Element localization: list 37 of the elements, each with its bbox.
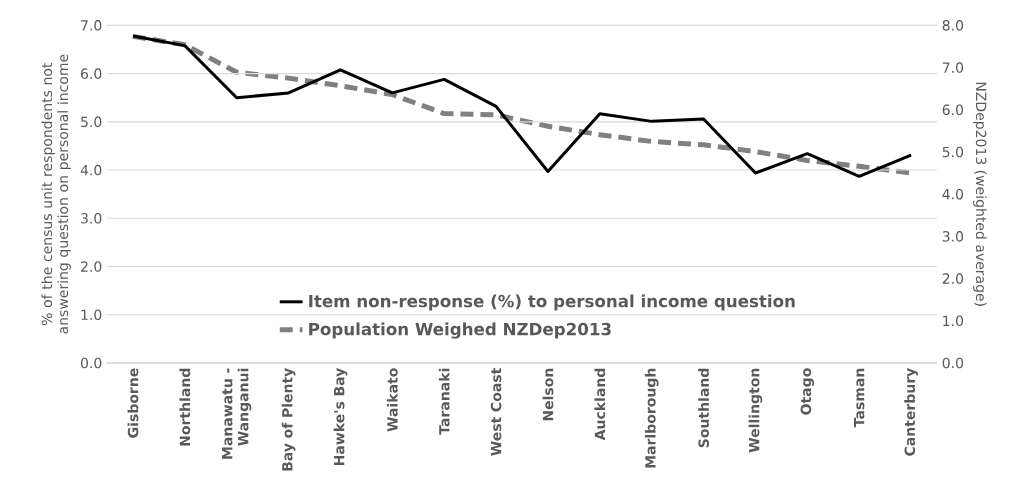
y-tick-label: 2.0 [81, 261, 102, 272]
y-tick-label: 3.0 [81, 213, 102, 224]
x-tick-label: Nelson [542, 368, 554, 421]
x-tick-label: Southland [698, 368, 709, 448]
y-tick-label: 0.0 [80, 357, 102, 369]
y-tick-label: 5.0 [81, 116, 102, 128]
x-tick-label: Canterbury [904, 367, 918, 456]
x-tick-label: Taranaki [438, 368, 450, 435]
x-tick-label: Bay of Plenty [281, 367, 296, 471]
y2-tick-label: 5.0 [942, 146, 964, 158]
x-tick-label: Manawatu -Wanganui [222, 368, 252, 459]
y-tick-label: 6.0 [81, 68, 102, 79]
legend-label: Item non-response (%) to personal income question [309, 294, 795, 311]
y2-tick-label: 1.0 [943, 315, 964, 327]
legend-label: Population Weighed NZDep2013 [309, 322, 611, 339]
x-tick-label: West Coast [490, 368, 502, 456]
x-tick-label: Northland [179, 368, 191, 446]
y2-tick-label: 2.0 [942, 273, 964, 284]
x-tick-label: Tasman [853, 368, 865, 428]
x-tick-label: Gisborne [127, 368, 139, 438]
y2-tick-label: 0.0 [942, 357, 964, 369]
y-tick-label: 1.0 [81, 309, 102, 321]
y-tick-label: 7.0 [81, 20, 102, 31]
x-tick-label: Marlborough [644, 368, 659, 468]
y-tick-label: 4.0 [80, 164, 102, 176]
x-tick-label: Auckland [594, 368, 606, 441]
x-tick-label: Waikato [386, 368, 398, 432]
y2-tick-label: 8.0 [942, 20, 964, 31]
y2-tick-label: 4.0 [942, 188, 964, 200]
x-tick-label: Hawke's Bay [333, 367, 348, 466]
x-tick-label: Otago [800, 368, 815, 415]
y2-tick-label: 3.0 [942, 231, 964, 242]
y2-tick-label: 6.0 [942, 104, 964, 116]
y2-tick-label: 7.0 [942, 62, 964, 73]
x-tick-label: Wellington [748, 368, 763, 453]
y2-axis-title: NZDep2013 (weighted average) [973, 82, 987, 306]
y-axis-title: % of the census unit respondents not answering question on personal income [41, 54, 71, 334]
